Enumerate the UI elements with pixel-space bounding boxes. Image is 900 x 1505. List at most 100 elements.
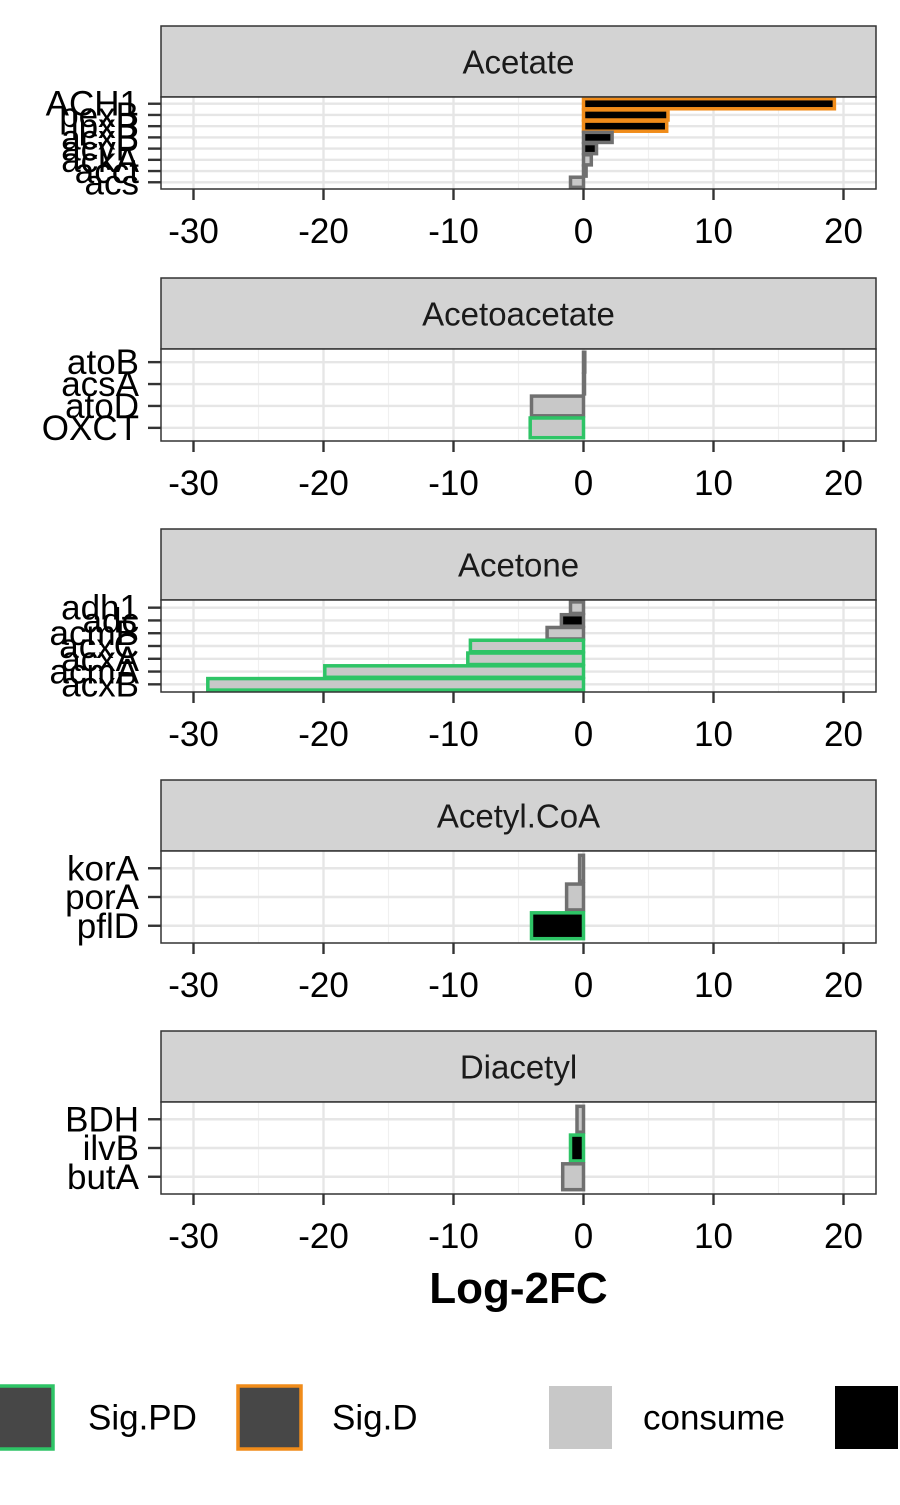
- facet-strip: [160, 277, 877, 350]
- bar-atoB: [581, 350, 587, 374]
- y-tick-label: lpxB: [71, 107, 139, 146]
- y-tick-label: acmB: [50, 614, 139, 653]
- facet-title: Diacetyl: [460, 1049, 577, 1086]
- bar-BDH: [575, 1104, 586, 1134]
- x-tick-label: -30: [168, 1217, 219, 1256]
- x-tick-label: -20: [298, 715, 349, 754]
- bar-acxA: [466, 651, 586, 667]
- y-tick-label: acxC: [59, 627, 139, 666]
- bar-adh1: [568, 600, 586, 616]
- x-tick-label: 20: [824, 966, 863, 1005]
- x-tick-label: -20: [298, 212, 349, 251]
- y-tick-label: BDH: [65, 1100, 139, 1139]
- y-tick-label: pflD: [77, 907, 139, 946]
- bar-ilvB: [568, 1133, 586, 1163]
- bar-acct: [581, 164, 588, 178]
- facet-title: Acetoacetate: [422, 296, 615, 333]
- y-tick-label: adc: [83, 601, 139, 640]
- bar-butA: [560, 1162, 586, 1192]
- y-tick-label: acsA: [61, 365, 139, 404]
- bar-ACH1: [581, 96, 837, 111]
- bar-OXCT: [528, 416, 586, 440]
- y-tick-label: acyP: [61, 130, 139, 169]
- x-tick-label: 10: [694, 1217, 733, 1256]
- y-tick-label: acct: [75, 152, 139, 191]
- x-tick-label: -30: [168, 715, 219, 754]
- x-tick-label: -10: [428, 715, 479, 754]
- x-tick-label: 20: [824, 1217, 863, 1256]
- y-tick-label: acxA: [61, 640, 139, 679]
- y-tick-label: ACH1: [46, 85, 139, 124]
- legend-label: consume: [643, 1399, 785, 1438]
- bar-atoD: [529, 394, 586, 418]
- bar-acyP: [581, 141, 599, 156]
- x-tick-label: -30: [168, 966, 219, 1005]
- y-tick-label: acxB: [61, 118, 139, 157]
- bar-pexB: [581, 108, 670, 122]
- bar-acxB: [206, 676, 586, 692]
- bar-lpxB: [581, 119, 669, 133]
- y-tick-label: acxB: [61, 665, 139, 704]
- y-tick-label: OXCT: [42, 409, 139, 448]
- x-tick-label: 10: [694, 715, 733, 754]
- y-tick-label: adh1: [61, 589, 139, 628]
- bar-pflD: [529, 911, 586, 941]
- x-tick-label: 20: [824, 464, 863, 503]
- x-tick-label: -20: [298, 966, 349, 1005]
- x-tick-label: 10: [694, 966, 733, 1005]
- bar-acs: [568, 175, 586, 190]
- x-tick-label: -20: [298, 464, 349, 503]
- facet-title: Acetate: [463, 44, 575, 81]
- legend-label: Sig.D: [332, 1399, 418, 1438]
- facet-title: Acetone: [458, 547, 579, 584]
- bar-adc: [559, 612, 586, 628]
- panel-border: [160, 96, 877, 190]
- y-tick-label: acs: [85, 163, 139, 202]
- x-tick-label: 0: [574, 212, 593, 251]
- x-tick-label: 10: [694, 464, 733, 503]
- y-tick-label: acmA: [50, 653, 140, 692]
- x-tick-label: 10: [694, 212, 733, 251]
- x-tick-label: -10: [428, 966, 479, 1005]
- x-tick-label: -10: [428, 212, 479, 251]
- bar-porA: [564, 882, 586, 912]
- x-tick-label: 0: [574, 464, 593, 503]
- bar-acmB: [545, 625, 586, 641]
- x-tick-label: 0: [574, 966, 593, 1005]
- legend-label: Sig.PD: [88, 1399, 197, 1438]
- y-tick-label: atoD: [65, 387, 139, 426]
- bar-ackA: [581, 153, 594, 167]
- y-tick-label: porA: [65, 878, 140, 917]
- bar-acxB: [581, 130, 614, 145]
- bar-korA: [577, 853, 586, 883]
- legend-key-sig-pd: [0, 1384, 55, 1451]
- x-axis-title: Log-2FC: [429, 1264, 607, 1313]
- bar-acmA: [323, 664, 586, 680]
- y-tick-label: ilvB: [83, 1129, 139, 1168]
- y-tick-label: butA: [67, 1158, 140, 1197]
- bar-acsA: [581, 372, 587, 396]
- facet-strip: [160, 25, 877, 98]
- x-tick-label: 0: [574, 1217, 593, 1256]
- x-tick-label: -20: [298, 1217, 349, 1256]
- facet-strip: [160, 779, 877, 852]
- y-tick-label: atoB: [67, 343, 139, 382]
- legend-key-sig-d: [236, 1384, 303, 1451]
- x-tick-label: 20: [824, 212, 863, 251]
- x-tick-label: -10: [428, 1217, 479, 1256]
- legend-key-consume: [549, 1386, 612, 1449]
- panel-border: [160, 348, 877, 442]
- x-tick-label: -30: [168, 464, 219, 503]
- x-tick-label: 0: [574, 715, 593, 754]
- y-tick-label: pexB: [59, 96, 139, 135]
- x-tick-label: 20: [824, 715, 863, 754]
- legend: Sig.PD Sig.D consume: [0, 1384, 898, 1451]
- x-tick-label: -30: [168, 212, 219, 251]
